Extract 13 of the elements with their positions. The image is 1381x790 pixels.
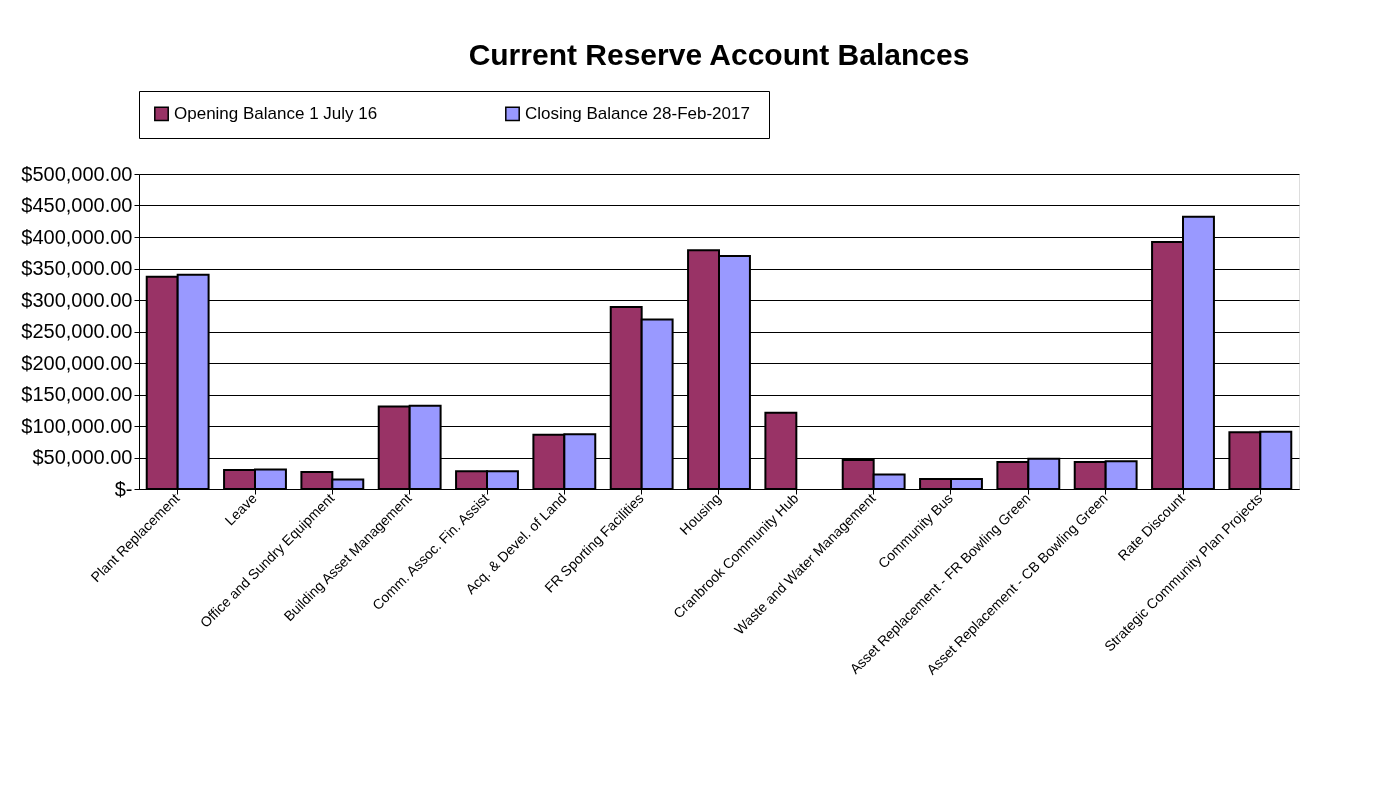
y-tick-label: $300,000.00 xyxy=(21,288,133,311)
legend-label: Opening Balance 1 July 16 xyxy=(174,103,378,123)
y-tick-label: $150,000.00 xyxy=(21,383,133,405)
y-tick-label: $500,000.00 xyxy=(21,162,133,185)
y-tick-label: $50,000.00 xyxy=(32,446,133,468)
y-tick-label: $350,000.00 xyxy=(21,257,133,279)
y-tick-label: $400,000.00 xyxy=(21,225,133,248)
y-tick-label: $250,000.00 xyxy=(21,320,133,342)
y-tick-label: $200,000.00 xyxy=(21,351,133,374)
y-tick-label: $450,000.00 xyxy=(21,194,133,216)
chart-title: Current Reserve Account Balances xyxy=(468,37,970,71)
legend-label: Closing Balance 28-Feb-2017 xyxy=(525,103,750,123)
y-tick-label: $100,000.00 xyxy=(21,414,133,437)
